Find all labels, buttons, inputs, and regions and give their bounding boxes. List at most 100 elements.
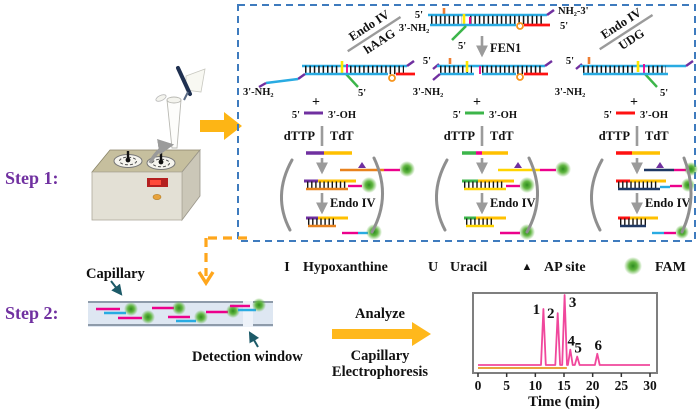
three-nh2-label: 3'-NH₂ [555, 87, 586, 98]
method-label-line1: Capillary [351, 348, 411, 364]
flap-five-prime-label: 5' [358, 88, 366, 99]
left-tail [265, 77, 299, 85]
analyze-arrow [332, 322, 431, 346]
legend-label-ap-site: AP site [544, 260, 586, 275]
five-prime-label: 5' [415, 10, 423, 21]
five-prime-label: 5' [560, 21, 568, 32]
step1-label: Step 1: [5, 168, 59, 188]
microcentrifuge-tube [166, 99, 182, 149]
five-prime-flap [345, 73, 359, 88]
five-prime-flap [451, 25, 467, 41]
dttp-label: dTTP [444, 129, 476, 143]
step2-label: Step 2: [5, 303, 59, 323]
tdt-row-col2: dTTP TdT [444, 126, 514, 146]
dttp-label: dTTP [599, 129, 631, 143]
legend-label-hypoxanthine: Hypoxanthine [303, 260, 388, 275]
three-oh-label: 3'-OH [328, 110, 356, 121]
primer-row-col2: + 5' 3'-OH [453, 95, 517, 121]
x-tick-label: 25 [615, 378, 629, 393]
tube-cap-open [155, 94, 167, 102]
five-prime-flap [644, 73, 658, 88]
cycle-arc-right [680, 156, 693, 234]
fam-icon [361, 177, 377, 193]
curved-arrow [148, 139, 175, 164]
divider-line [599, 13, 654, 51]
cycle-col3: Endo IV [590, 151, 698, 239]
tdt-row-col3: dTTP TdT [599, 126, 669, 146]
primer-row-col3: + 5' 3'-OH [604, 95, 668, 121]
uracil-icon [516, 22, 524, 30]
detection-window [243, 301, 253, 327]
endo-iv-label: Endo IV [490, 196, 536, 210]
reaction-scheme-box [237, 4, 696, 242]
capillary-label: Capillary [86, 266, 146, 282]
uracil-icon [388, 74, 396, 82]
fam-icon [141, 310, 155, 324]
five-prime-label: 5' [423, 56, 431, 67]
divider-line [347, 15, 402, 53]
peak-label-5: 5 [574, 341, 582, 357]
analyze-label: Analyze [355, 306, 406, 322]
fam-icon [252, 298, 266, 312]
pipette-icon [176, 66, 192, 96]
strand-end-cap [546, 8, 555, 17]
duplex-udg: 5' 5' 3'-NH₂ [555, 56, 694, 99]
five-prime-label: 5' [604, 110, 612, 121]
x-axis-title: Time (min) [528, 394, 600, 410]
cycle-arc-right [525, 156, 539, 234]
ap-site-icon: ▲ [522, 261, 533, 273]
legend-label-fam: FAM [655, 260, 686, 275]
peak-label-3: 3 [569, 295, 577, 311]
analyze-section: Analyze Capillary Electrophoresis [332, 306, 431, 380]
fam-icon [172, 301, 186, 315]
fam-icon [124, 302, 138, 316]
fen1-label: FEN1 [490, 41, 521, 55]
x-tick-label: 5 [503, 378, 510, 393]
five-prime-label: 5' [453, 110, 461, 121]
water-bath-display-digits [150, 180, 161, 185]
peak-label-4: 4 [568, 334, 576, 350]
pipette-tip [183, 91, 189, 101]
cycle-arc-right [370, 156, 384, 234]
three-nh2-label: 3'-NH₂ [413, 87, 444, 98]
endo-iv-label: Endo IV [645, 196, 691, 210]
ap-site-icon [514, 162, 522, 168]
migrating-fragments [96, 298, 266, 324]
duplex-haag: 5' 3'-NH₂ [243, 59, 415, 99]
fam-icon [366, 224, 382, 240]
peak-label-1: 1 [533, 302, 541, 318]
cycle-arc-left [280, 158, 294, 232]
duplex-fen1: 5' 3'-NH₂ [413, 56, 553, 98]
three-nh2-label: 3'-NH₂ [399, 23, 430, 34]
plus-sign: + [630, 95, 638, 110]
endo-iv-label: Endo IV [330, 196, 376, 210]
fam-icon [555, 161, 571, 177]
uracil-icon: U [428, 260, 438, 275]
detection-window-label: Detection window [192, 349, 303, 365]
enzyme-header-udg: Endo IV UDG [598, 5, 654, 53]
water-bath-front [91, 171, 183, 221]
three-oh-label: 3'-OH [640, 110, 668, 121]
cycle-col1: Endo IV [280, 151, 415, 240]
plus-sign: + [312, 95, 320, 110]
fam-icon [681, 178, 695, 192]
fam-icon [519, 177, 535, 193]
capillary-pointer-arrow [110, 280, 123, 296]
scheme-to-step2-connector [197, 236, 247, 287]
peak-label-6: 6 [595, 338, 603, 354]
detection-window-pointer-arrow [248, 331, 260, 348]
water-bath-well-right [146, 153, 176, 170]
x-tick-label: 30 [643, 378, 657, 393]
capillary-section: Capillary Detection window [86, 266, 303, 365]
fam-icon [399, 161, 415, 177]
uracil-icon [516, 73, 524, 81]
water-bath-button [152, 194, 162, 200]
peak-label-2: 2 [547, 306, 555, 322]
electropherogram-trace [478, 294, 650, 366]
method-label-line2: Electrophoresis [332, 364, 428, 380]
legend: I Hypoxanthine U Uracil ▲ AP site FAM [284, 257, 686, 275]
